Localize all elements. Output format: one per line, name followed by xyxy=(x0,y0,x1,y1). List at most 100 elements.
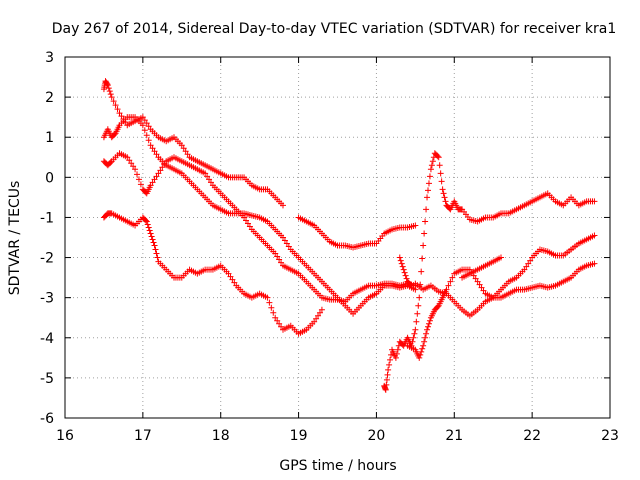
data-point xyxy=(425,320,432,327)
y-tick-labels: -6 -5 -4 -3 -2 -1 0 1 2 3 xyxy=(40,50,54,427)
data-point xyxy=(148,233,155,240)
data-point xyxy=(525,260,532,267)
y-tick-label: -4 xyxy=(40,331,54,347)
data-point xyxy=(143,218,150,225)
grid xyxy=(65,57,610,418)
data-point xyxy=(143,120,150,127)
data-point xyxy=(382,386,389,393)
data-point xyxy=(116,110,123,117)
x-tick-label: 21 xyxy=(445,428,463,444)
data-point xyxy=(403,275,410,282)
data-marks xyxy=(100,78,598,393)
data-point xyxy=(416,294,423,301)
data-point xyxy=(419,345,426,352)
data-point xyxy=(141,127,148,134)
data-point xyxy=(130,163,137,170)
chart-title: Day 267 of 2014, Sidereal Day-to-day VTE… xyxy=(52,21,617,37)
data-point xyxy=(124,154,131,161)
data-point xyxy=(272,250,279,257)
data-point xyxy=(147,230,154,237)
data-point xyxy=(472,275,479,282)
data-point xyxy=(182,148,189,155)
data-point xyxy=(206,176,213,183)
data-point xyxy=(424,194,431,201)
data-point xyxy=(417,351,424,358)
data-point xyxy=(435,154,442,161)
data-point xyxy=(149,179,156,186)
data-point xyxy=(111,131,118,138)
data-point xyxy=(264,294,271,301)
data-point xyxy=(478,284,485,291)
y-tick-label: -6 xyxy=(40,411,54,427)
data-point xyxy=(274,253,281,260)
data-point xyxy=(437,170,444,177)
y-axis-label: SDTVAR / TECUs xyxy=(7,181,23,296)
data-point xyxy=(150,239,157,246)
data-point xyxy=(411,330,418,337)
data-point xyxy=(591,198,598,205)
data-point xyxy=(229,276,236,283)
data-point xyxy=(202,170,209,177)
data-point xyxy=(424,326,431,333)
data-point xyxy=(244,220,251,227)
data-point xyxy=(114,106,121,113)
y-tick-label: -2 xyxy=(40,251,54,267)
x-tick-label: 22 xyxy=(523,428,541,444)
data-point xyxy=(397,257,404,264)
data-point xyxy=(153,151,160,158)
x-tick-labels: 16 17 18 19 20 21 22 23 xyxy=(56,428,619,444)
data-point xyxy=(408,282,415,289)
x-tick-label: 23 xyxy=(601,428,619,444)
data-point xyxy=(434,303,441,310)
series-track-8 xyxy=(295,214,419,251)
data-point xyxy=(139,122,146,129)
data-point xyxy=(425,323,432,330)
data-point xyxy=(280,202,286,209)
data-point xyxy=(425,180,432,187)
data-point xyxy=(278,323,285,330)
data-point xyxy=(280,234,286,241)
data-point xyxy=(120,116,127,123)
plot-frame xyxy=(64,56,611,419)
data-point xyxy=(384,371,391,378)
y-tick-label: 1 xyxy=(45,130,54,146)
x-tick-label: 20 xyxy=(368,428,386,444)
data-point xyxy=(318,306,325,313)
data-point xyxy=(147,142,154,149)
data-point xyxy=(270,309,277,316)
data-point xyxy=(276,256,283,263)
data-point xyxy=(419,255,426,262)
data-point xyxy=(105,85,112,92)
data-point xyxy=(155,170,162,177)
series-track-9 xyxy=(396,254,415,289)
data-point xyxy=(151,148,158,155)
data-point xyxy=(385,366,392,373)
data-point xyxy=(402,272,409,279)
data-point xyxy=(388,351,395,358)
data-point xyxy=(418,348,425,355)
data-point xyxy=(418,268,425,275)
data-point xyxy=(498,254,504,261)
data-point xyxy=(283,240,290,247)
data-point xyxy=(147,182,154,189)
data-point xyxy=(429,158,436,165)
data-point xyxy=(134,171,141,178)
data-point xyxy=(146,227,153,234)
series-track-4 xyxy=(100,210,325,337)
data-point xyxy=(436,162,443,169)
data-point xyxy=(413,318,420,325)
data-point xyxy=(527,257,534,264)
data-point xyxy=(128,160,135,167)
data-point xyxy=(409,338,416,345)
data-point xyxy=(407,281,414,288)
data-point xyxy=(106,88,113,95)
data-point xyxy=(445,282,452,289)
data-point xyxy=(423,330,430,337)
y-tick-label: 2 xyxy=(45,90,54,106)
data-point xyxy=(422,218,429,225)
data-point xyxy=(420,342,427,349)
x-axis-label: GPS time / hours xyxy=(279,458,396,474)
data-point xyxy=(420,242,427,249)
data-point xyxy=(440,190,447,197)
